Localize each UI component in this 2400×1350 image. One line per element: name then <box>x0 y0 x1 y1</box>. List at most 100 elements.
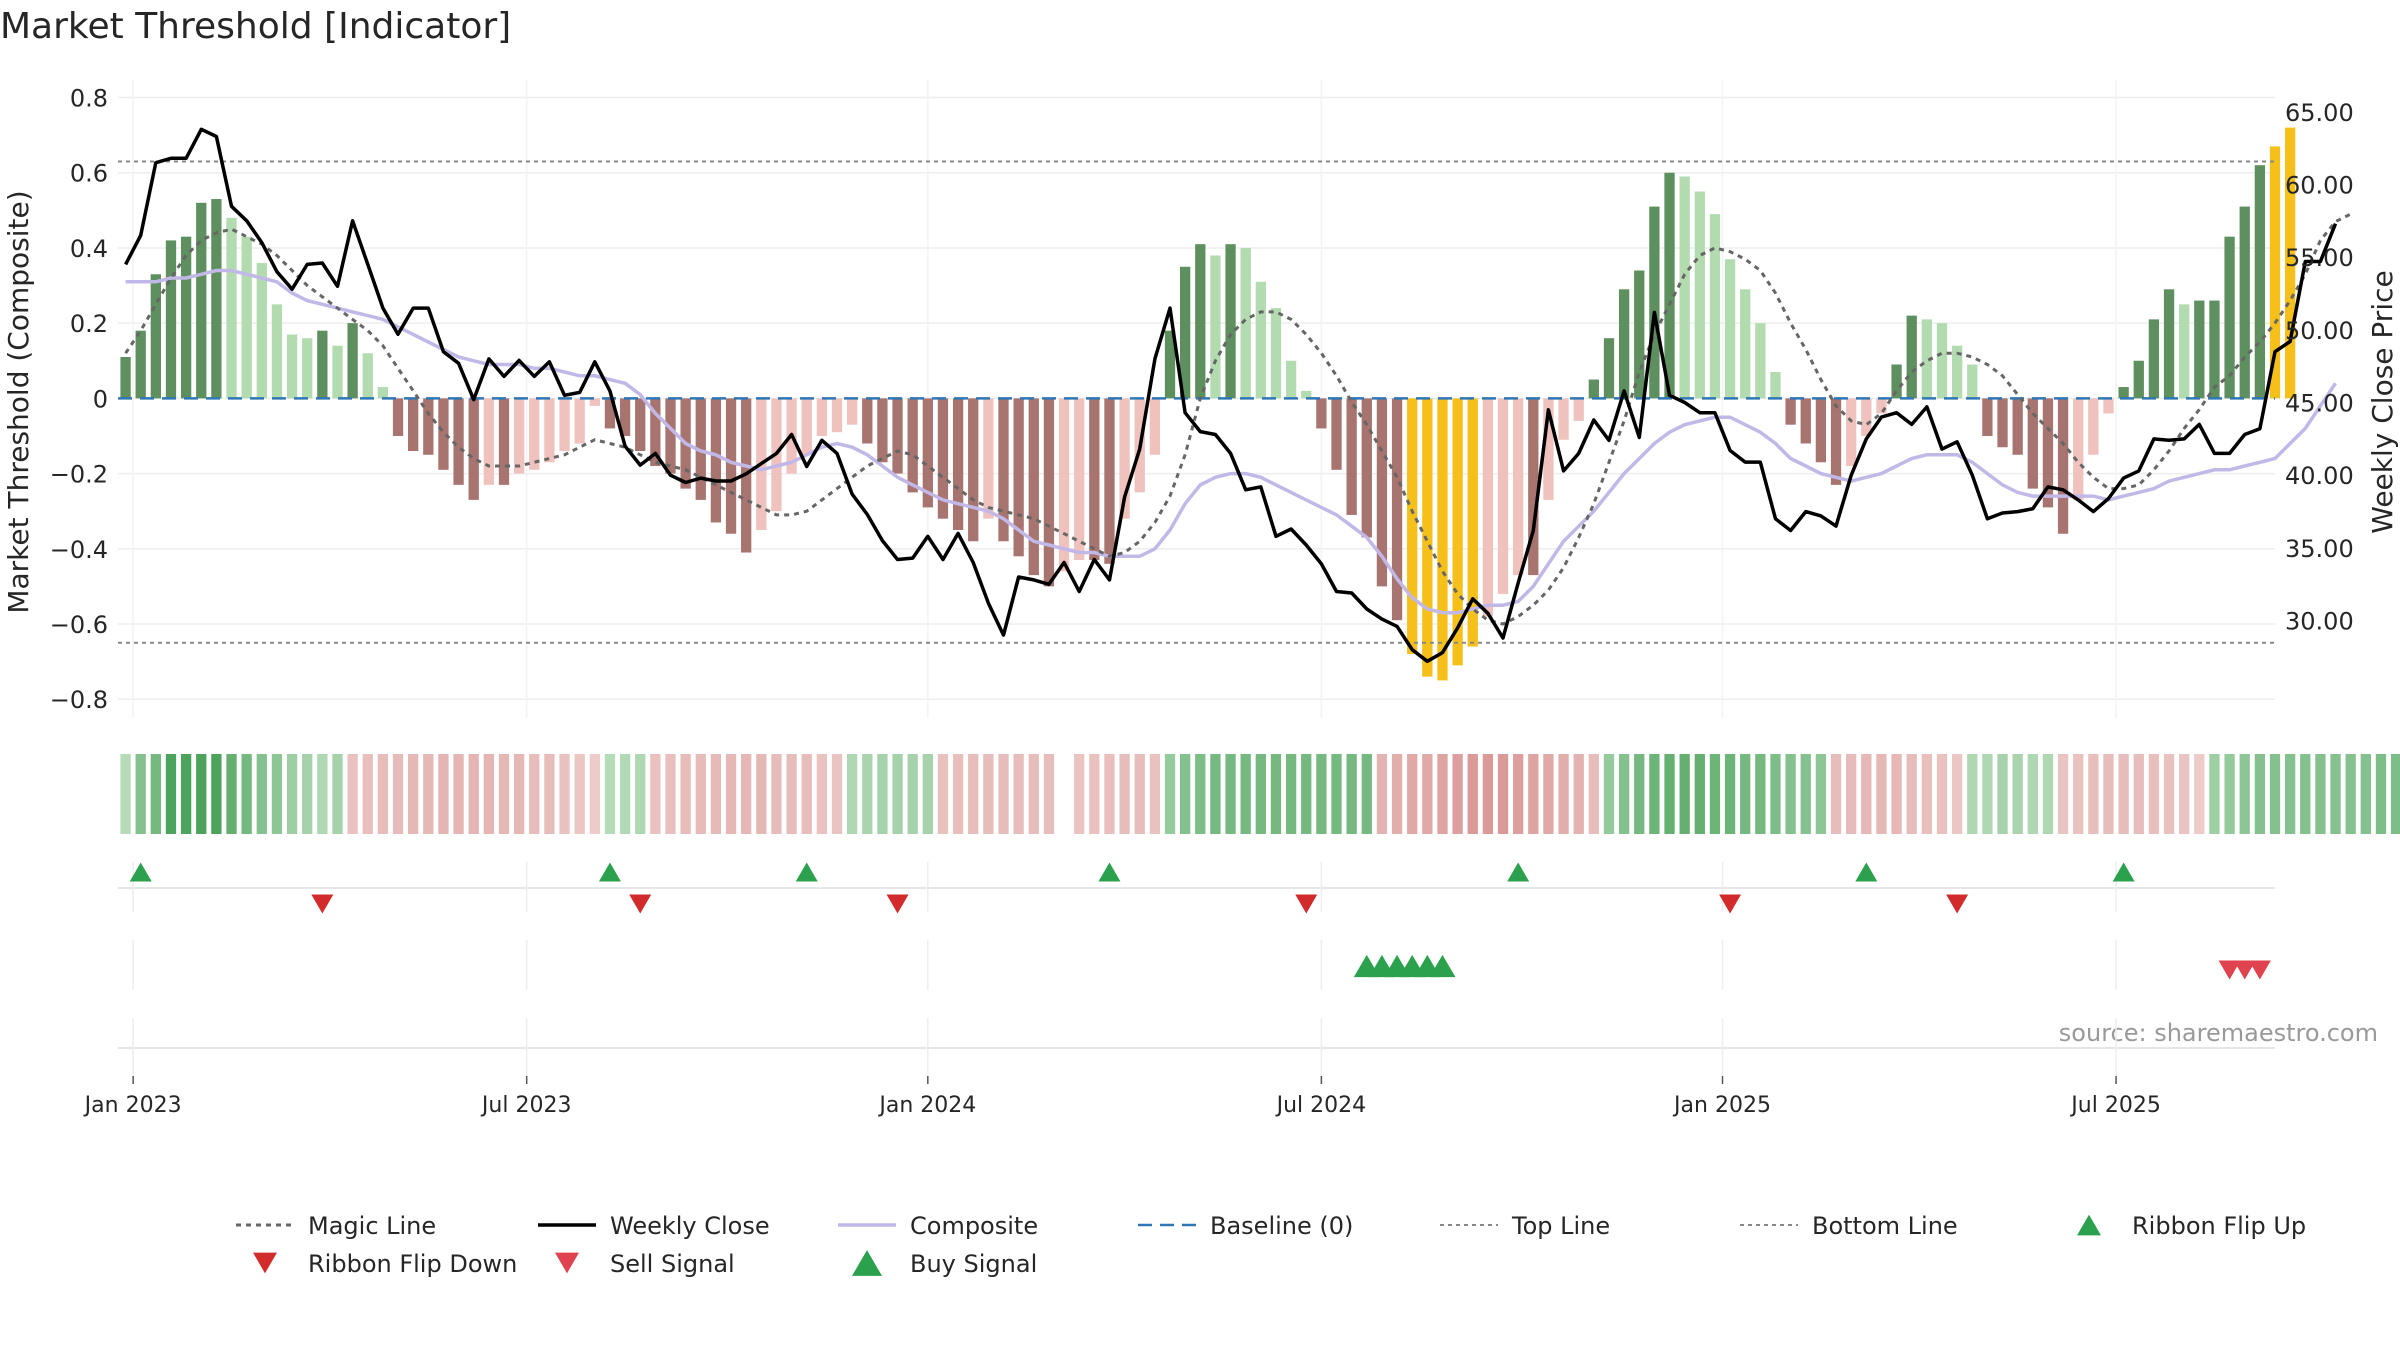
bar-week-7 <box>226 217 237 399</box>
bar-week-139 <box>2224 236 2235 399</box>
bar-week-132 <box>2118 387 2129 399</box>
ribbon-week-29 <box>559 754 570 834</box>
ribbon-week-112 <box>1815 754 1827 834</box>
x-tick-label-3: Jul 2024 <box>1275 1093 1367 1118</box>
x-tick-label-5: Jul 2025 <box>2069 1093 2161 1118</box>
bar-week-12 <box>302 338 313 399</box>
ribbon-flip-up-2 <box>795 862 818 882</box>
ribbon-flip-up-4 <box>1507 862 1530 882</box>
bar-week-25 <box>498 398 510 485</box>
ribbon-week-60 <box>1028 754 1039 834</box>
composite-bars <box>120 127 2296 681</box>
ribbon-flip-up-1 <box>598 862 621 882</box>
ribbon-week-5 <box>196 754 207 834</box>
x-tick-label-0: Jan 2023 <box>83 1093 182 1118</box>
ribbon-week-131 <box>2103 754 2114 834</box>
bar-week-5 <box>196 202 207 399</box>
right-tick-4: 45.00 <box>2285 390 2354 418</box>
ribbon-flip-down-5 <box>1946 894 1969 914</box>
bar-week-58 <box>998 398 1009 542</box>
bar-week-57 <box>983 398 994 519</box>
bar-week-86 <box>1422 398 1433 677</box>
bar-week-98 <box>1603 338 1615 399</box>
ribbon-week-124 <box>1997 754 2008 834</box>
ribbon-week-128 <box>2057 754 2069 834</box>
bar-week-10 <box>271 304 283 399</box>
bar-week-34 <box>635 398 646 452</box>
legend-label-2: Composite <box>910 1212 1038 1240</box>
bar-week-46 <box>816 398 828 436</box>
bar-week-4 <box>180 236 192 399</box>
bar-week-78 <box>1301 390 1312 399</box>
ribbon-week-133 <box>2133 754 2144 834</box>
ribbon-week-20 <box>423 754 434 834</box>
left-axis-label: Market Threshold (Composite) <box>2 190 35 613</box>
ribbon-week-11 <box>286 754 298 834</box>
bar-week-32 <box>604 398 616 429</box>
ribbon-week-9 <box>256 754 267 834</box>
ribbon-week-108 <box>1755 754 1766 834</box>
bar-week-16 <box>362 353 373 399</box>
ribbon-week-114 <box>1846 754 1857 834</box>
bar-week-69 <box>1164 330 1176 399</box>
bar-week-20 <box>423 398 434 455</box>
bar-week-126 <box>2027 398 2038 489</box>
ribbon-week-98 <box>1603 754 1615 834</box>
bar-week-29 <box>559 398 570 452</box>
bar-week-64 <box>1089 398 1100 561</box>
bar-week-106 <box>1724 259 1736 399</box>
ribbon-week-96 <box>1573 754 1584 834</box>
ribbon-week-26 <box>513 754 525 834</box>
bar-week-89 <box>1467 398 1478 647</box>
legend-item-3: Baseline (0) <box>1138 1212 1353 1240</box>
bar-week-15 <box>347 323 358 399</box>
ribbon-week-25 <box>498 754 510 834</box>
ribbon-week-46 <box>816 754 828 834</box>
ribbon-week-91 <box>1497 754 1509 834</box>
ribbon-week-49 <box>862 754 873 834</box>
bar-week-49 <box>862 398 873 444</box>
bar-week-62 <box>1058 398 1070 572</box>
ribbon-week-31 <box>589 754 600 834</box>
ribbon-week-82 <box>1361 754 1372 834</box>
legend: Magic Line Weekly Close Composite Baseline … <box>236 1212 2306 1278</box>
ribbon-week-97 <box>1588 754 1599 834</box>
bar-week-94 <box>1543 398 1554 500</box>
ribbon-week-69 <box>1164 754 1176 834</box>
bar-week-0 <box>120 356 131 399</box>
x-tick-label-4: Jan 2025 <box>1672 1093 1771 1118</box>
ribbon-week-83 <box>1376 754 1388 834</box>
legend-label-4: Top Line <box>1511 1212 1610 1240</box>
bar-week-39 <box>710 398 722 523</box>
bar-week-60 <box>1028 398 1039 576</box>
ribbon-week-145 <box>2315 754 2326 834</box>
ribbon-week-123 <box>1982 754 1993 834</box>
bar-week-26 <box>513 398 525 474</box>
bar-week-18 <box>392 398 404 436</box>
sell-signal-0 <box>2218 960 2241 980</box>
ribbon-week-64 <box>1089 754 1100 834</box>
bar-week-75 <box>1255 281 1266 399</box>
ribbon-week-16 <box>362 754 373 834</box>
ribbon-week-48 <box>846 754 858 834</box>
bar-week-130 <box>2088 398 2099 455</box>
bar-week-50 <box>877 398 888 463</box>
bar-week-105 <box>1709 214 1721 399</box>
legend-label-3: Baseline (0) <box>1210 1212 1353 1240</box>
bar-week-133 <box>2133 360 2144 399</box>
ribbon-week-115 <box>1861 754 1872 834</box>
ribbon-week-56 <box>968 754 979 834</box>
bar-week-134 <box>2148 319 2160 399</box>
ribbon-week-41 <box>741 754 752 834</box>
ribbon-week-99 <box>1618 754 1630 834</box>
ribbon-week-23 <box>468 754 479 834</box>
bar-week-129 <box>2073 398 2084 500</box>
ribbon-week-0 <box>120 754 131 834</box>
bar-week-108 <box>1755 323 1766 399</box>
bar-week-124 <box>1997 398 2008 448</box>
bar-week-11 <box>286 334 298 399</box>
ribbon-week-111 <box>1800 754 1811 834</box>
ribbon-week-6 <box>211 754 222 834</box>
ribbon-week-45 <box>801 754 812 834</box>
ribbon-week-34 <box>635 754 646 834</box>
